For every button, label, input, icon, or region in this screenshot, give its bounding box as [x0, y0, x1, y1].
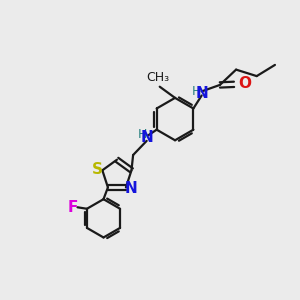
Text: H: H	[138, 128, 148, 141]
Text: CH₃: CH₃	[147, 71, 170, 84]
Text: S: S	[92, 162, 103, 177]
Text: O: O	[239, 76, 252, 91]
Text: F: F	[68, 200, 78, 215]
Text: N: N	[140, 130, 153, 146]
Text: N: N	[195, 86, 208, 101]
Text: H: H	[192, 85, 201, 98]
Text: N: N	[125, 181, 138, 196]
